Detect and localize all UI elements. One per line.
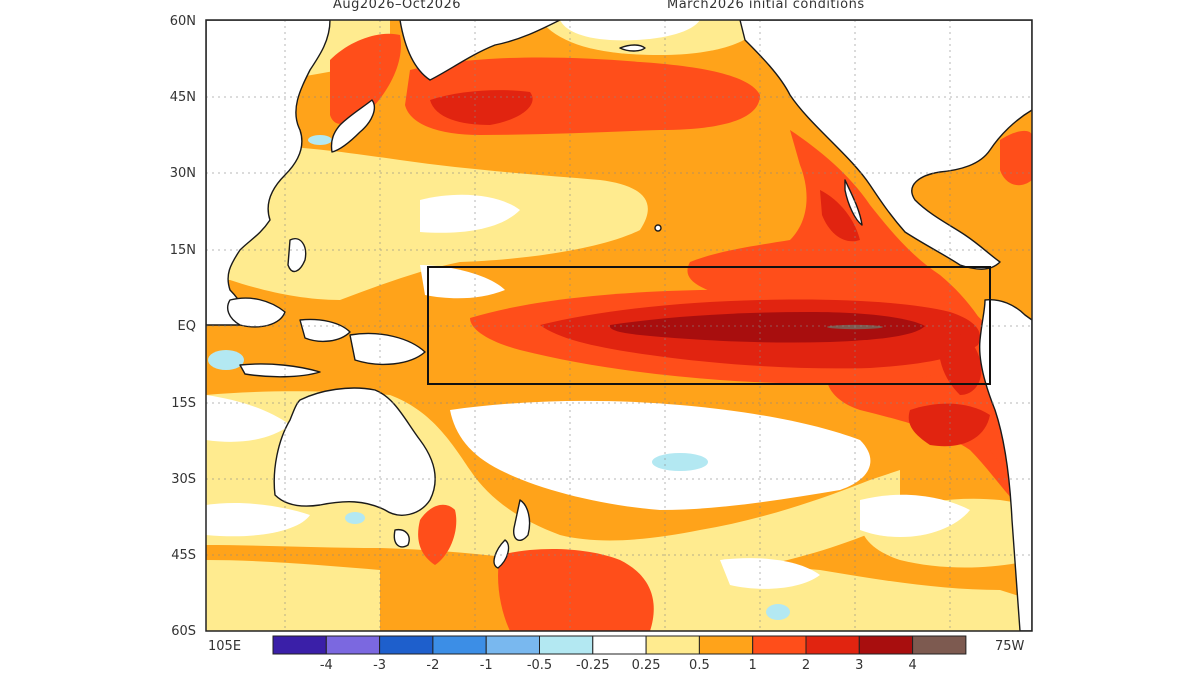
- lat-label-60n: 60N: [169, 14, 196, 29]
- colorbar-swatch: [379, 635, 434, 655]
- colorbar-tick-label: 1: [749, 658, 757, 673]
- lat-label-60s: 60S: [171, 624, 196, 639]
- colorbar-swatch: [539, 635, 594, 655]
- colorbar-tick-label: 0.25: [632, 658, 661, 673]
- anomaly-extreme: [609, 312, 925, 343]
- colorbar-tick-label: -3: [373, 658, 386, 673]
- north-america-land: [739, 20, 1032, 270]
- lat-label-eq: EQ: [177, 319, 196, 334]
- colorbar-tick-label: -0.25: [576, 658, 610, 673]
- japan-land: [330, 99, 376, 153]
- colorbar-tick-label: 2: [802, 658, 810, 673]
- colorbar-swatch: [698, 635, 754, 655]
- anomaly-near-zero-white: [206, 20, 970, 589]
- colorbar-tick-label: -2: [426, 658, 439, 673]
- colorbar-tick-label: 0.5: [689, 658, 710, 673]
- maritime-continent-land: [227, 238, 426, 378]
- lon-label-east: 75W: [995, 639, 1025, 654]
- forecast-period-label: Aug2026–Oct2026: [333, 0, 462, 12]
- colorbar: -4 -3 -2 -1 -0.5 -0.25 0.25 0.5 1 2 3 4: [272, 635, 967, 673]
- new-zealand-land: [493, 499, 531, 569]
- colorbar-tick-label: -4: [320, 658, 333, 673]
- south-america-land: [978, 298, 1032, 631]
- colorbar-tick-label: 3: [855, 658, 863, 673]
- siberia-land: [399, 20, 561, 81]
- lat-label-30n: 30N: [169, 166, 196, 181]
- initial-conditions-label: March2026 initial conditions: [667, 0, 865, 12]
- colorbar-swatch: [858, 635, 914, 655]
- colorbar-swatch: [912, 635, 967, 655]
- lat-label-15n: 15N: [169, 243, 196, 258]
- lon-label-west: 105E: [208, 639, 242, 654]
- colorbar-swatch: [272, 635, 327, 655]
- colorbar-swatch: [752, 635, 807, 655]
- lat-label-15s: 15S: [171, 396, 196, 411]
- land-masses: [206, 20, 1032, 631]
- colorbar-swatch: [592, 635, 647, 655]
- lat-label-30s: 30S: [171, 472, 196, 487]
- colorbar-swatch: [645, 635, 700, 655]
- anomaly-weak-negative: [208, 135, 790, 620]
- colorbar-tick-label: -1: [480, 658, 493, 673]
- colorbar-swatch: [805, 635, 860, 655]
- map-frame: [205, 19, 1033, 632]
- colorbar-swatch: [432, 635, 487, 655]
- lat-label-45s: 45S: [171, 548, 196, 563]
- colorbar-tick-label: -0.5: [527, 658, 552, 673]
- australia-land: [273, 387, 436, 516]
- colorbar-swatch: [485, 635, 541, 655]
- nino-region-box: [427, 266, 991, 385]
- lat-label-45n: 45N: [169, 90, 196, 105]
- colorbar-tick-label: 4: [908, 658, 916, 673]
- colorbar-swatch: [325, 635, 381, 655]
